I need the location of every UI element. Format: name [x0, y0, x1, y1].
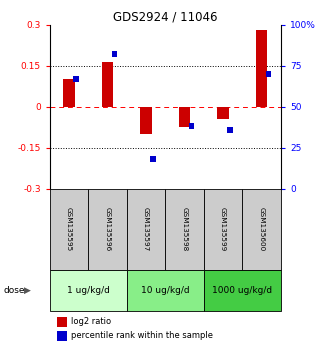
- FancyBboxPatch shape: [50, 189, 88, 270]
- FancyBboxPatch shape: [242, 189, 281, 270]
- Bar: [179, 107, 190, 127]
- Text: GSM135599: GSM135599: [220, 207, 226, 252]
- Text: dose: dose: [3, 286, 25, 295]
- FancyBboxPatch shape: [165, 189, 204, 270]
- Bar: [217, 107, 229, 119]
- FancyBboxPatch shape: [50, 270, 127, 310]
- Bar: [227, 127, 233, 133]
- Text: GSM135597: GSM135597: [143, 207, 149, 252]
- Text: percentile rank within the sample: percentile rank within the sample: [71, 331, 213, 340]
- Bar: [63, 79, 75, 107]
- Text: 10 ug/kg/d: 10 ug/kg/d: [141, 286, 190, 295]
- Text: ▶: ▶: [24, 286, 31, 295]
- Bar: [189, 123, 195, 129]
- Text: log2 ratio: log2 ratio: [71, 317, 111, 326]
- Bar: [256, 30, 267, 107]
- FancyBboxPatch shape: [204, 189, 242, 270]
- FancyBboxPatch shape: [127, 270, 204, 310]
- Text: GSM135596: GSM135596: [105, 207, 110, 252]
- Bar: [140, 107, 152, 134]
- Bar: [112, 51, 117, 57]
- FancyBboxPatch shape: [127, 189, 165, 270]
- Bar: [150, 156, 156, 162]
- Bar: [57, 331, 67, 341]
- FancyBboxPatch shape: [88, 189, 127, 270]
- Text: GSM135598: GSM135598: [182, 207, 187, 252]
- Text: GSM135595: GSM135595: [66, 207, 72, 252]
- Text: GSM135600: GSM135600: [259, 207, 265, 252]
- Text: 1 ug/kg/d: 1 ug/kg/d: [67, 286, 110, 295]
- Bar: [266, 71, 272, 77]
- Text: 1000 ug/kg/d: 1000 ug/kg/d: [212, 286, 273, 295]
- Title: GDS2924 / 11046: GDS2924 / 11046: [113, 11, 218, 24]
- FancyBboxPatch shape: [204, 270, 281, 310]
- Bar: [73, 76, 79, 82]
- Bar: [102, 62, 113, 107]
- Bar: [57, 317, 67, 327]
